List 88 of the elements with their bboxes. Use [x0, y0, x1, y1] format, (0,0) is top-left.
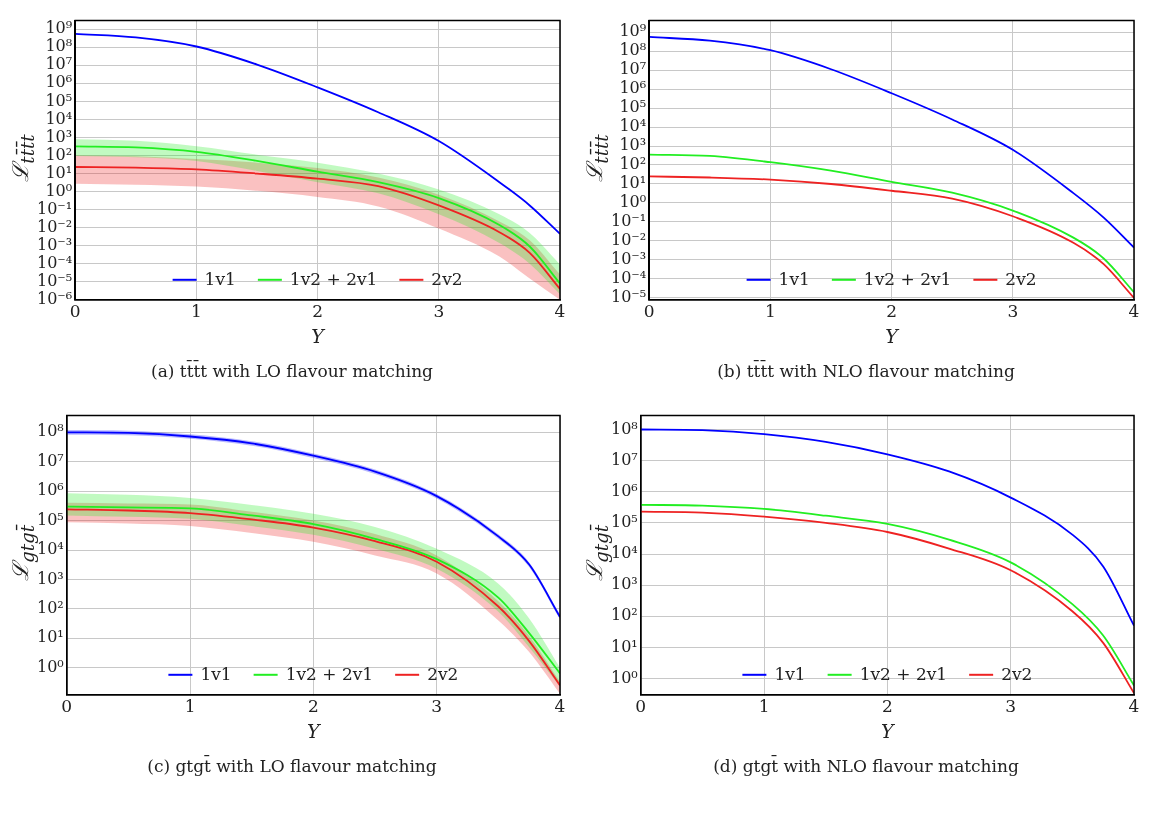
x-tick-label: 4 — [554, 301, 566, 322]
legend-label: 1v2 + 2v1 — [289, 269, 378, 290]
y-tick-label: 10³ — [610, 574, 638, 594]
x-tick-label: 0 — [635, 696, 647, 717]
x-tick-label: 3 — [431, 696, 443, 717]
y-tick-label: 10⁻⁴ — [37, 252, 73, 272]
y-tick-label: 10⁷ — [45, 54, 73, 74]
y-tick-label: 10¹ — [610, 636, 638, 656]
x-tick-label: 1 — [758, 696, 770, 717]
x-tick-label: 1 — [184, 696, 196, 717]
y-tick-label: 10⁹ — [45, 18, 73, 38]
y-tick-label: 10⁴ — [619, 116, 647, 136]
y-tick-label: 10⁸ — [45, 36, 73, 56]
text: (d) gtgt̄ with NLO flavour matching — [712, 756, 1020, 776]
x-tick-label: 0 — [61, 696, 73, 717]
y-tick-label: 10⁵ — [36, 509, 64, 529]
y-tick-label: 10⁷ — [619, 59, 647, 79]
y-tick-label: 10⁻⁵ — [37, 270, 73, 290]
x-axis-title: Y — [307, 719, 323, 742]
y-tick-label: 10⁻³ — [37, 234, 73, 254]
y-tick-label: 10⁰ — [619, 192, 647, 212]
y-tick-label: 10⁵ — [45, 90, 73, 110]
x-tick-label: 3 — [1007, 301, 1019, 322]
legend-label: 1v1 — [204, 269, 236, 290]
y-tick-label: 10⁴ — [45, 108, 73, 128]
y-tick-label: 10⁸ — [36, 421, 64, 441]
y-tick-label: 10⁻² — [611, 230, 647, 250]
legend-label: 1v1 — [778, 269, 810, 290]
y-tick-label: 10¹ — [36, 627, 64, 647]
text: (c) gtgt̄ with LO flavour matching — [146, 756, 438, 776]
x-tick-label: 1 — [765, 301, 776, 322]
x-tick-label: 3 — [433, 301, 445, 322]
x-tick-label: 1 — [191, 301, 202, 322]
x-axis-title: Y — [881, 719, 897, 742]
x-tick-label: 2 — [312, 301, 324, 322]
text: (a) tt̄t̄t with LO flavour matching — [150, 361, 434, 381]
y-tick-label: 10² — [36, 598, 64, 618]
y-tick-label: 10⁷ — [36, 450, 64, 470]
y-tick-label: 10³ — [36, 568, 64, 588]
y-tick-label: 10² — [619, 154, 647, 174]
x-tick-label: 2 — [307, 696, 319, 717]
line-series — [649, 153, 1134, 294]
y-tick-label: 10⁸ — [610, 418, 638, 438]
legend-label: 1v1 — [774, 664, 806, 685]
y-tick-label: 10⁰ — [45, 180, 73, 200]
legend-label: 2v2 — [1001, 664, 1033, 685]
y-tick-label: 10³ — [619, 135, 647, 155]
y-tick-label: 10⁻⁴ — [611, 268, 647, 288]
y-tick-label: 10⁸ — [619, 40, 647, 60]
y-tick-label: 10² — [45, 144, 73, 164]
y-tick-label: 10⁶ — [36, 480, 64, 500]
y-tick-label: 10³ — [45, 126, 73, 146]
y-tick-label: 10⁰ — [36, 656, 64, 676]
y-tick-label: 10⁵ — [619, 97, 647, 117]
x-tick-label: 0 — [69, 301, 81, 322]
y-tick-label: 10⁻³ — [611, 249, 647, 269]
legend-label: 1v2 + 2v1 — [859, 664, 948, 685]
legend-label: 2v2 — [1005, 269, 1037, 290]
y-tick-label: 10⁻¹ — [37, 198, 73, 218]
y-tick-label: 10⁻² — [37, 216, 73, 236]
y-tick-label: 10⁻¹ — [611, 211, 647, 231]
y-tick-label: 10⁹ — [619, 21, 647, 41]
x-axis-title: Y — [311, 324, 327, 347]
y-tick-label: 10⁵ — [610, 512, 638, 532]
x-axis-title: Y — [885, 324, 901, 347]
legend-label: 2v2 — [427, 664, 459, 685]
y-tick-label: 10⁶ — [610, 480, 638, 500]
x-tick-label: 4 — [554, 696, 566, 717]
line-series — [75, 32, 560, 235]
y-tick-label: 10¹ — [619, 173, 647, 193]
text: (b) tt̄t̄t with NLO flavour matching — [716, 361, 1016, 381]
y-tick-label: 10⁶ — [45, 72, 73, 92]
x-tick-label: 4 — [1128, 301, 1140, 322]
x-tick-label: 2 — [886, 301, 898, 322]
line-series — [649, 36, 1134, 249]
x-tick-label: 2 — [881, 696, 893, 717]
line-series — [640, 428, 1134, 627]
legend-label: 2v2 — [431, 269, 463, 290]
x-tick-label: 4 — [1128, 696, 1140, 717]
y-tick-label: 10⁷ — [610, 449, 638, 469]
legend-label: 1v1 — [200, 664, 232, 685]
y-tick-label: 10⁰ — [610, 667, 638, 687]
legend-label: 1v2 + 2v1 — [285, 664, 374, 685]
y-tick-label: 10¹ — [45, 162, 73, 182]
y-tick-label: 10² — [610, 605, 638, 625]
legend-label: 1v2 + 2v1 — [863, 269, 952, 290]
x-tick-label: 3 — [1005, 696, 1017, 717]
y-tick-label: 10⁶ — [619, 78, 647, 98]
